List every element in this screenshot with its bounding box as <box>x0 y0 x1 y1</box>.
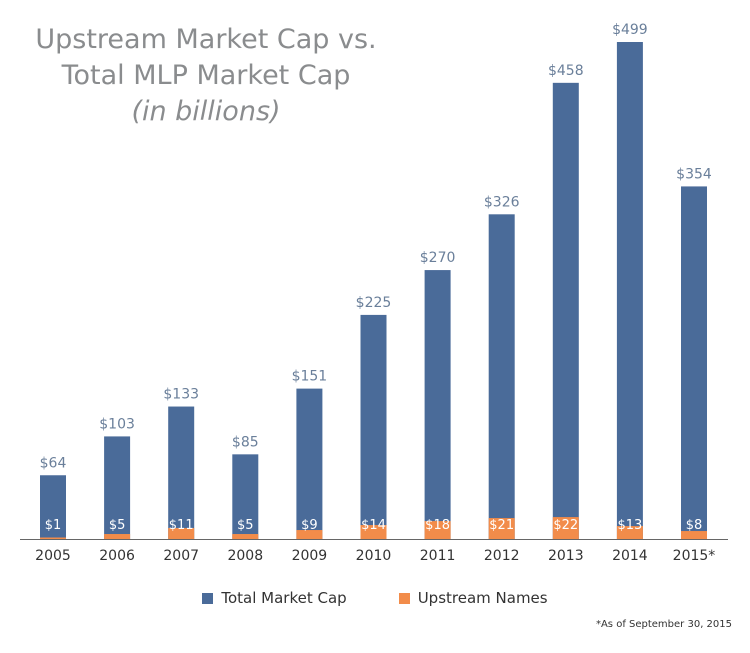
upstream-value-label: $22 <box>553 518 578 533</box>
upstream-bar <box>488 518 515 539</box>
legend-swatch-total <box>202 592 214 604</box>
upstream-value-label: $5 <box>237 518 254 533</box>
total-value-label: $133 <box>163 387 199 403</box>
legend-swatch-upstream <box>398 592 410 604</box>
upstream-value-label: $5 <box>109 518 126 533</box>
legend-label-total: Total Market Cap <box>221 589 347 607</box>
upstream-value-label: $11 <box>169 518 194 533</box>
x-tick-label: 2008 <box>227 548 263 564</box>
upstream-bar <box>296 530 323 539</box>
upstream-bar <box>232 534 259 539</box>
total-bar <box>616 42 643 539</box>
x-tick-label: 2013 <box>548 548 584 564</box>
upstream-value-label: $21 <box>489 518 514 533</box>
total-value-label: $326 <box>484 194 520 210</box>
total-value-label: $151 <box>292 369 328 385</box>
x-tick-label: 2005 <box>35 548 71 564</box>
total-bar <box>168 406 195 539</box>
upstream-value-label: $14 <box>361 518 386 533</box>
total-bar <box>40 475 66 539</box>
x-tick-label: 2014 <box>612 548 648 564</box>
total-value-label: $354 <box>676 166 712 182</box>
total-bar <box>681 186 707 540</box>
x-tick-label: 2011 <box>420 548 456 564</box>
title-line-3: (in billions) <box>131 96 281 127</box>
total-value-label: $64 <box>40 455 67 471</box>
total-bar <box>360 314 387 539</box>
chart-title: Upstream Market Cap vs. Total MLP Market… <box>16 22 396 130</box>
upstream-bar <box>681 531 707 539</box>
total-value-label: $85 <box>232 434 259 450</box>
title-line-2: Total MLP Market Cap <box>61 60 351 91</box>
upstream-bar <box>104 534 131 539</box>
title-line-1: Upstream Market Cap vs. <box>35 24 377 55</box>
x-tick-label: 2010 <box>356 548 392 564</box>
upstream-bar <box>168 528 195 539</box>
total-value-label: $225 <box>356 295 392 311</box>
upstream-value-label: $8 <box>686 518 703 533</box>
total-bar <box>232 454 259 539</box>
total-value-label: $458 <box>548 63 584 79</box>
upstream-bar <box>616 526 643 539</box>
upstream-bar <box>424 521 451 539</box>
x-tick-label: 2012 <box>484 548 520 564</box>
total-bar <box>296 388 323 539</box>
upstream-bar <box>360 525 387 539</box>
upstream-bar <box>552 517 579 539</box>
total-value-label: $270 <box>420 250 456 266</box>
upstream-value-label: $13 <box>617 518 642 533</box>
upstream-value-label: $18 <box>425 518 450 533</box>
upstream-value-label: $1 <box>45 518 62 533</box>
legend: Total Market Cap Upstream Names <box>0 589 750 607</box>
footnote: *As of September 30, 2015 <box>595 619 732 630</box>
x-tick-label: 2007 <box>163 548 199 564</box>
total-bar <box>424 270 451 539</box>
total-bar <box>488 214 515 539</box>
x-tick-label: 2015* <box>673 548 716 564</box>
legend-item-total: Total Market Cap <box>202 589 347 607</box>
total-bar <box>552 82 579 540</box>
legend-item-upstream: Upstream Names <box>398 589 548 607</box>
total-bar <box>104 436 131 539</box>
upstream-value-label: $9 <box>301 518 318 533</box>
x-tick-label: 2006 <box>99 548 135 564</box>
total-value-label: $103 <box>99 416 135 432</box>
x-tick-label: 2009 <box>292 548 328 564</box>
total-value-label: $499 <box>612 22 648 38</box>
upstream-bar <box>40 537 66 539</box>
legend-label-upstream: Upstream Names <box>417 589 548 607</box>
